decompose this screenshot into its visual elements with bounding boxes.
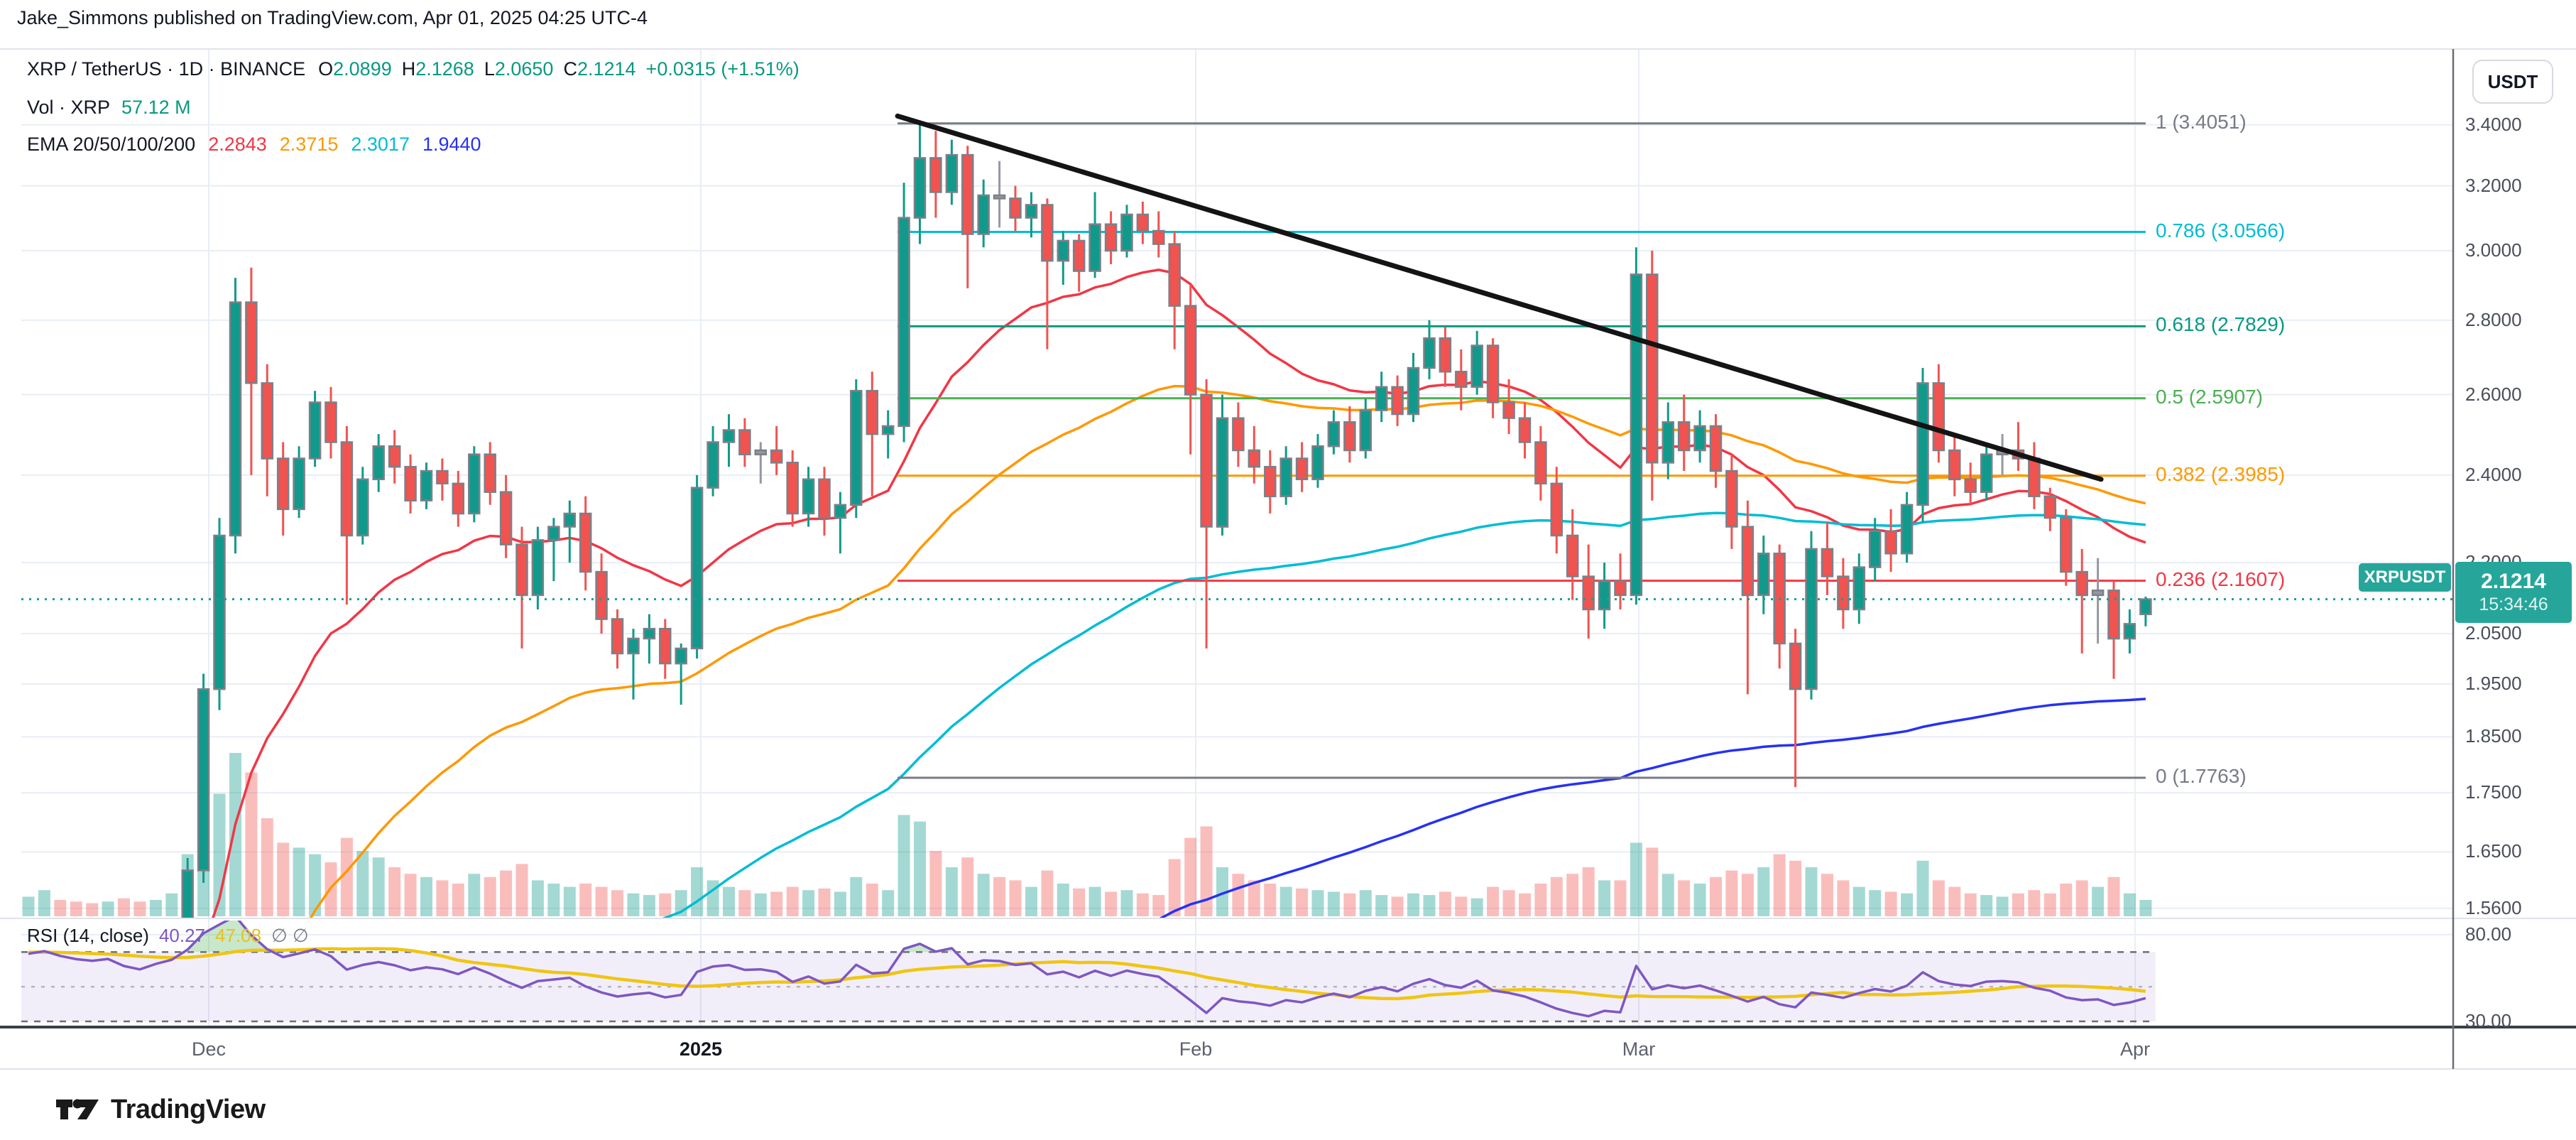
ema-value: 2.3017 (351, 134, 410, 155)
ema-value: 2.2843 (208, 134, 267, 155)
rsi-hidden-inputs: ∅ ∅ (271, 925, 309, 946)
price-axis-label: 3.2000 (2465, 174, 2522, 196)
symbol-price-flag: XRPUSDT (2359, 563, 2451, 592)
ema-value: 2.3715 (279, 134, 339, 155)
price-axis-label: 3.4000 (2465, 113, 2522, 135)
rsi-axis-label: 80.00 (2465, 923, 2512, 945)
price-axis-label: 2.6000 (2465, 383, 2522, 405)
time-axis-label: Mar (1622, 1038, 1656, 1060)
price-axis-label: 3.0000 (2465, 239, 2522, 261)
price-axis-label: 2.0500 (2465, 622, 2522, 644)
volume-legend: Vol · XRP 57.12 M (27, 97, 191, 119)
time-axis-label: Dec (192, 1038, 227, 1060)
ohlc-item: H2.1268 (401, 58, 474, 80)
price-axis-label: 1.7500 (2465, 781, 2522, 803)
symbol-title: XRP / TetherUS · 1D · BINANCE (27, 58, 306, 80)
bar-countdown: 15:34:46 (2479, 594, 2548, 614)
time-axis-label: Apr (2120, 1038, 2151, 1060)
ohlc-item: L2.0650 (484, 58, 554, 80)
price-axis-label: 2.8000 (2465, 308, 2522, 330)
ohlc-values: O2.0899 H2.1268 L2.0650 C2.1214 (318, 58, 645, 80)
fib-level-label: 1 (3.4051) (2156, 110, 2247, 133)
fib-level-label: 0.236 (2.1607) (2156, 568, 2286, 590)
tradingview-logo-icon (56, 1099, 99, 1119)
price-axis-label: 2.4000 (2465, 463, 2522, 485)
last-price-value: 2.1214 (2481, 570, 2546, 594)
currency-toggle-button[interactable]: USDT (2472, 60, 2553, 104)
tradingview-logo[interactable]: TradingView (55, 1090, 266, 1129)
fib-level-label: 0.786 (3.0566) (2156, 219, 2286, 241)
ohlc-item: C2.1214 (563, 58, 636, 80)
time-axis-label: 2025 (679, 1038, 723, 1060)
fib-level-label: 0.5 (2.5907) (2156, 385, 2263, 408)
ohlc-item: O2.0899 (318, 58, 392, 80)
ema-legend: EMA 20/50/100/200 2.2843 2.3715 2.3017 1.94… (27, 134, 481, 156)
fib-level-label: 0.618 (2.7829) (2156, 313, 2286, 336)
symbol-legend: XRP / TetherUS · 1D · BINANCE O2.0899 H2.… (27, 58, 799, 80)
last-price-flag: 2.1214 15:34:46 (2455, 562, 2572, 623)
rsi-legend: RSI (14, close) 40.27 47.08 ∅ ∅ (27, 925, 309, 947)
time-axis-label: Feb (1179, 1038, 1213, 1060)
rsi-axis-label: 30.00 (2465, 1010, 2512, 1031)
fib-level-label: 0 (1.7763) (2156, 765, 2247, 787)
rsi-ma-value: 47.08 (215, 925, 262, 946)
ema-values: 2.2843 2.3715 2.3017 1.9440 (195, 134, 481, 156)
rsi-label: RSI (14, close) (27, 925, 149, 946)
price-axis-label: 1.5600 (2465, 896, 2522, 918)
tradingview-logo-text: TradingView (111, 1094, 266, 1124)
ema-value: 1.9440 (422, 134, 481, 155)
volume-label: Vol · XRP (27, 97, 111, 118)
volume-value: 57.12 M (121, 97, 191, 118)
ema-label: EMA 20/50/100/200 (27, 134, 196, 155)
price-axis-label: 1.9500 (2465, 672, 2522, 694)
rsi-value: 40.27 (158, 925, 206, 946)
price-axis-label: 1.6500 (2465, 840, 2522, 862)
change-value: +0.0315 (+1.51%) (645, 58, 799, 80)
published-header: Jake_Simmons published on TradingView.co… (17, 7, 648, 28)
fib-level-label: 0.382 (2.3985) (2156, 462, 2286, 485)
price-axis-label: 1.8500 (2465, 725, 2522, 747)
